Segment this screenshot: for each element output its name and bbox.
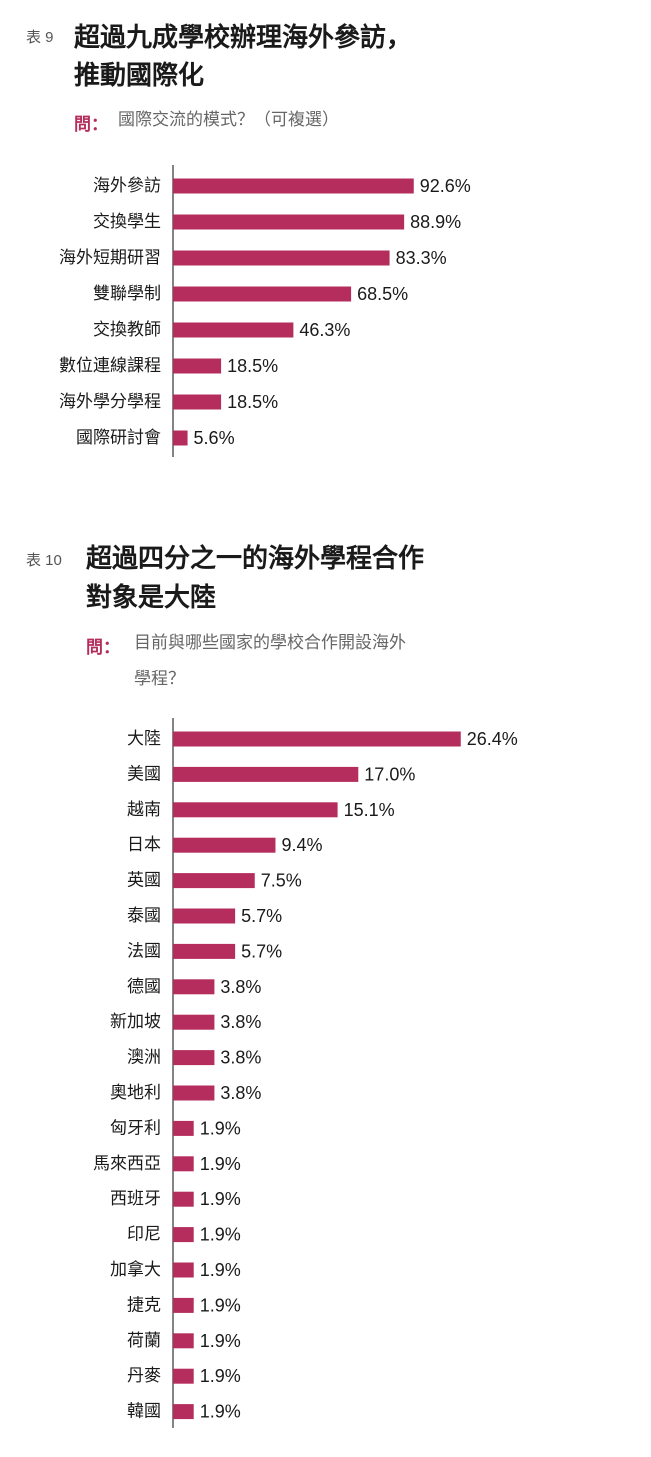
category-label: 越南 — [127, 800, 161, 820]
bar-chart-1: 海外參訪 92.6% 交換學生 88.9% 海外短期研習 83.3% 雙聯學制 68.5% 交換… — [59, 165, 471, 457]
data-label: 1.9% — [200, 1189, 241, 1209]
question-text-line-2: 學程？ — [134, 669, 185, 689]
bar — [173, 178, 414, 194]
category-label: 捷克 — [127, 1295, 161, 1315]
bar — [173, 908, 236, 924]
data-label: 68.5% — [357, 284, 408, 304]
bar — [173, 1191, 194, 1207]
chart-title-line-1: 超過九成學校辦理海外參訪， — [74, 23, 413, 53]
bar — [173, 731, 461, 747]
bar — [173, 837, 276, 853]
category-label: 海外參訪 — [93, 176, 161, 196]
bar — [173, 358, 222, 374]
bar — [173, 286, 352, 302]
category-label: 大陸 — [127, 729, 161, 749]
bar — [173, 322, 294, 338]
bar-chart-2: 大陸 26.4% 美國 17.0% 越南 15.1% 日本 9.4% 英國 7.5% 泰國 5.7% 法… — [93, 718, 518, 1428]
bar — [173, 394, 222, 410]
category-label: 印尼 — [127, 1225, 161, 1245]
question-label: 問： — [74, 115, 108, 135]
category-label: 加拿大 — [110, 1259, 161, 1280]
category-label: 美國 — [127, 764, 161, 784]
bar — [173, 979, 215, 995]
category-label: 新加坡 — [110, 1012, 161, 1032]
category-label: 馬來西亞 — [93, 1154, 161, 1174]
category-label: 韓國 — [127, 1402, 161, 1422]
table-label: 表 10 — [26, 552, 62, 569]
category-label: 交換教師 — [93, 320, 161, 340]
data-label: 26.4% — [467, 729, 518, 749]
data-label: 1.9% — [200, 1366, 241, 1386]
bar — [173, 430, 188, 446]
category-label: 交換學生 — [93, 212, 161, 232]
chart-title-line-2: 對象是大陸 — [86, 583, 217, 613]
bar — [173, 1333, 194, 1349]
data-label: 5.7% — [241, 941, 282, 961]
category-label: 法國 — [127, 941, 161, 961]
table-label: 表 9 — [26, 29, 54, 46]
data-label: 3.8% — [220, 1083, 261, 1103]
data-label: 46.3% — [299, 320, 350, 340]
data-label: 17.0% — [364, 764, 415, 784]
data-label: 3.8% — [220, 1048, 261, 1068]
data-label: 5.7% — [241, 906, 282, 926]
data-label: 7.5% — [261, 871, 302, 891]
category-label: 數位連線課程 — [59, 356, 161, 376]
category-label: 德國 — [127, 977, 161, 997]
data-label: 1.9% — [200, 1331, 241, 1351]
data-label: 92.6% — [420, 176, 471, 196]
category-label: 澳洲 — [127, 1048, 161, 1068]
bar — [173, 1050, 215, 1066]
question-text-line-1: 目前與哪些國家的學校合作開設海外 — [134, 633, 406, 653]
category-label: 荷蘭 — [127, 1331, 161, 1351]
chart-title-line-2: 推動國際化 — [74, 61, 205, 91]
bar — [173, 1404, 194, 1420]
data-label: 1.9% — [200, 1295, 241, 1315]
data-label: 3.8% — [220, 977, 261, 997]
data-label: 18.5% — [227, 392, 278, 412]
data-label: 1.9% — [200, 1154, 241, 1174]
data-label: 18.5% — [227, 356, 278, 376]
question-label: 問： — [86, 638, 120, 658]
category-label: 西班牙 — [110, 1189, 161, 1209]
bar — [173, 1156, 194, 1172]
bar — [173, 873, 255, 889]
bar — [173, 250, 390, 266]
data-label: 1.9% — [200, 1260, 241, 1280]
bar — [173, 943, 236, 959]
bar — [173, 1262, 194, 1278]
bar — [173, 802, 338, 818]
category-label: 奧地利 — [110, 1083, 161, 1103]
chart-title-line-1: 超過四分之一的海外學程合作 — [86, 544, 425, 574]
data-label: 3.8% — [220, 1012, 261, 1032]
data-label: 1.9% — [200, 1402, 241, 1422]
bar — [173, 1368, 194, 1384]
data-label: 1.9% — [200, 1225, 241, 1245]
category-label: 國際研討會 — [76, 428, 161, 448]
bar — [173, 1297, 194, 1313]
category-label: 海外學分學程 — [59, 392, 161, 412]
data-label: 5.6% — [194, 428, 235, 448]
bar — [173, 1014, 215, 1030]
data-label: 1.9% — [200, 1118, 241, 1138]
data-label: 15.1% — [344, 800, 395, 820]
question-text-line-1: 國際交流的模式？（可複選） — [118, 110, 339, 130]
data-label: 83.3% — [396, 248, 447, 268]
data-label: 88.9% — [410, 212, 461, 232]
category-label: 匈牙利 — [110, 1118, 161, 1138]
category-label: 雙聯學制 — [93, 284, 161, 304]
bar — [173, 1085, 215, 1101]
category-label: 日本 — [127, 835, 161, 855]
bar — [173, 1120, 194, 1136]
bar — [173, 214, 405, 230]
bar — [173, 1227, 194, 1243]
category-label: 泰國 — [127, 906, 161, 926]
category-label: 海外短期研習 — [59, 248, 161, 268]
category-label: 英國 — [127, 871, 161, 891]
bar — [173, 766, 359, 782]
data-label: 9.4% — [281, 835, 322, 855]
category-label: 丹麥 — [127, 1366, 161, 1386]
